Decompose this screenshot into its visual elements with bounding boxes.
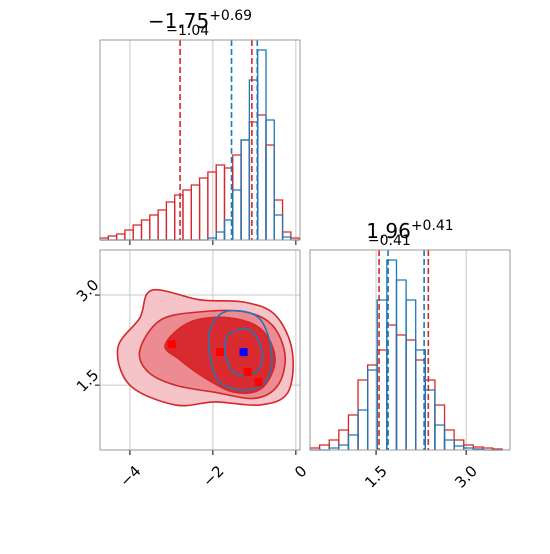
x-tick-label: 0 <box>291 462 310 481</box>
histogram-step <box>434 424 446 450</box>
histogram-step <box>248 121 259 240</box>
histogram-step <box>338 429 350 450</box>
histogram-step <box>124 229 134 240</box>
histogram-step <box>132 224 143 240</box>
histogram-step <box>257 114 267 240</box>
y-tick-label: 1.5 <box>73 366 103 396</box>
histogram-step <box>443 439 455 450</box>
histogram-step <box>347 414 359 450</box>
panel-frame <box>309 249 511 451</box>
histogram-step <box>395 334 407 450</box>
histogram-step <box>395 279 407 450</box>
x-tick-label: 1.5 <box>361 462 391 492</box>
panel-frame <box>99 39 301 241</box>
point <box>215 348 224 357</box>
histogram-step <box>174 194 184 240</box>
histogram-step <box>405 299 417 450</box>
histogram-step <box>198 177 209 240</box>
histogram-step <box>405 339 417 450</box>
title-lower: −0.41 <box>368 233 411 249</box>
histogram-step <box>115 233 126 240</box>
contour <box>207 309 273 391</box>
histogram-step <box>318 444 330 450</box>
histogram-step <box>240 139 251 240</box>
point <box>243 367 252 376</box>
histogram-step <box>357 379 369 450</box>
histogram-step <box>149 214 159 240</box>
title-lower: −1.04 <box>166 23 209 39</box>
x-tick-label: −2 <box>199 462 227 490</box>
histogram-step <box>273 214 284 240</box>
panel-title: 1.96+0.41 −0.41 <box>366 218 453 249</box>
y-tick-label: 3.0 <box>73 276 103 306</box>
point <box>239 348 248 357</box>
histogram-step <box>232 154 242 240</box>
histogram-step <box>273 199 284 240</box>
histogram-step <box>182 189 192 240</box>
histogram-step <box>215 164 226 240</box>
histogram-step <box>357 409 369 450</box>
point <box>167 340 176 349</box>
histogram-step <box>281 236 292 240</box>
histogram-step <box>281 231 292 240</box>
title-value: −1.75 <box>148 9 209 33</box>
histogram-step <box>190 184 201 240</box>
panel-title: −1.75+0.69 −1.04 <box>148 8 252 39</box>
contour <box>224 328 264 377</box>
histogram-step <box>232 189 242 240</box>
title-upper: +0.69 <box>209 8 252 24</box>
histogram-step <box>453 445 465 450</box>
histogram-step <box>207 171 217 240</box>
title-value: 1.96 <box>366 219 411 243</box>
histogram-step <box>215 231 226 240</box>
histogram-step <box>140 219 151 240</box>
histogram-step <box>338 444 350 450</box>
histogram-step <box>347 434 359 450</box>
histogram-step <box>265 144 275 240</box>
histogram-step <box>240 139 251 240</box>
x-tick-label: −4 <box>116 462 144 490</box>
histogram-step <box>248 79 259 240</box>
histogram-step <box>424 389 436 450</box>
histogram-step <box>257 49 267 240</box>
x-tick-label: 3.0 <box>451 462 481 492</box>
histogram-step <box>434 404 446 450</box>
point <box>254 378 263 387</box>
histogram-step <box>453 439 465 450</box>
histogram-step <box>157 209 168 240</box>
panel-frame <box>99 249 301 451</box>
histogram-step <box>265 119 275 240</box>
histogram-step <box>165 201 176 240</box>
title-upper: +0.41 <box>411 218 454 234</box>
